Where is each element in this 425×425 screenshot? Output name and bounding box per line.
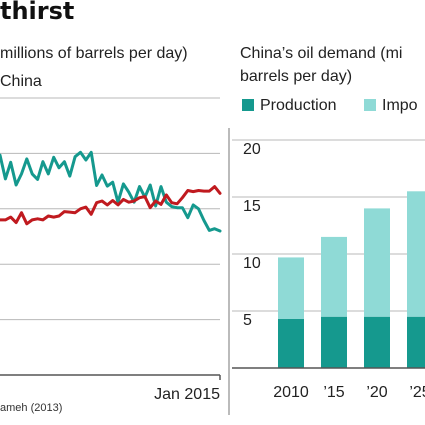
- right-x-tick-label-2: ’20: [366, 384, 387, 401]
- left-subtitle-line1: millions of barrels per day): [0, 45, 188, 62]
- line-series-teal: [0, 150, 222, 233]
- bar-teal-1: [321, 316, 347, 368]
- right-x-tick-label-3: ’25: [409, 384, 425, 401]
- legend-label-imports: Impo: [382, 97, 418, 114]
- bar-light_teal-0: [278, 257, 304, 319]
- right-subtitle-line1: China’s oil demand (mi: [240, 45, 403, 62]
- right-subtitle-line2: barrels per day): [240, 68, 353, 85]
- right-y-tick-label-20: 20: [243, 141, 261, 158]
- right-x-tick-label-0: 2010: [273, 384, 309, 401]
- bar-teal-2: [364, 316, 390, 368]
- legend-label-production: Production: [260, 97, 337, 114]
- right-y-tick-label-10: 10: [243, 255, 261, 272]
- left-x-tick-label: Jan 2015: [154, 386, 220, 403]
- bar-teal-0: [278, 318, 304, 368]
- legend-imports: Impo: [364, 97, 418, 115]
- legend-swatch-production: [242, 99, 254, 111]
- bar-light_teal-1: [321, 236, 347, 317]
- bar-teal-3: [407, 316, 425, 368]
- left-subtitle-line2: China: [0, 73, 42, 90]
- right-y-tick-label-5: 5: [243, 312, 252, 329]
- bar-light_teal-2: [364, 208, 390, 317]
- legend-production: Production: [242, 97, 337, 115]
- bar-light_teal-3: [407, 191, 425, 317]
- source-note: ameh (2013): [0, 402, 63, 414]
- legend-swatch-imports: [364, 99, 376, 111]
- right-x-tick-label-1: ’15: [323, 384, 344, 401]
- line-series-red: [0, 185, 222, 226]
- right-y-tick-label-15: 15: [243, 198, 261, 215]
- chart-title: thirst: [0, 0, 75, 25]
